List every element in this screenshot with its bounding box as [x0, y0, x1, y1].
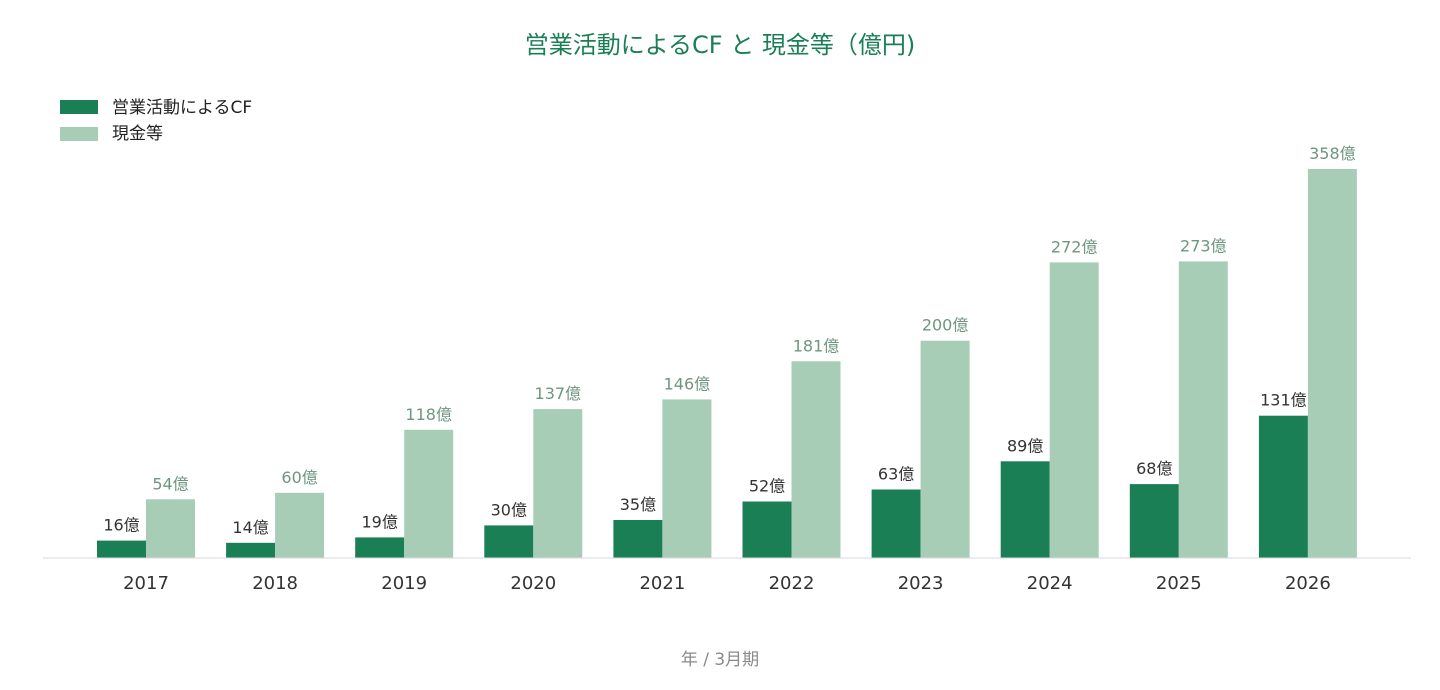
legend-swatch-cash: [60, 127, 98, 141]
data-label-cash-2024: 272億: [1051, 237, 1098, 256]
plot-area: 16億 54億 14億 60億 19億 118億 30億 137億 35億 146億 52億 181億…: [97, 144, 1357, 558]
x-tick-label-2023: 2023: [898, 573, 944, 594]
legend-label-cash: 現金等: [112, 124, 163, 144]
bar-cf-2021: [613, 520, 663, 558]
x-tick-label-2024: 2024: [1027, 573, 1073, 594]
data-label-cash-2019: 118億: [405, 405, 452, 424]
data-label-cash-2025: 273億: [1180, 236, 1227, 255]
bar-cash-2024: [1049, 262, 1099, 558]
legend-label-cf: 営業活動によるCF: [112, 98, 252, 118]
x-tick-label-2020: 2020: [510, 573, 556, 594]
data-label-cash-2023: 200億: [922, 316, 969, 335]
legend: 営業活動によるCF 現金等: [60, 98, 252, 144]
data-label-cash-2026: 358億: [1309, 144, 1356, 163]
bar-cash-2026: [1307, 169, 1357, 558]
data-label-cf-2025: 68億: [1136, 459, 1172, 478]
data-label-cash-2022: 181億: [793, 336, 840, 355]
data-label-cf-2024: 89億: [1007, 436, 1043, 455]
bar-cf-2020: [484, 525, 534, 558]
bar-cash-2021: [662, 399, 712, 558]
data-label-cash-2018: 60億: [281, 468, 317, 487]
data-label-cf-2020: 30億: [491, 500, 527, 519]
bar-cf-2026: [1258, 415, 1308, 558]
data-label-cf-2019: 19億: [362, 512, 398, 531]
data-label-cf-2018: 14億: [232, 518, 268, 537]
x-tick-label-2025: 2025: [1156, 573, 1202, 594]
bar-cash-2019: [404, 429, 454, 558]
x-tick-label-2021: 2021: [639, 573, 685, 594]
bar-cash-2025: [1178, 261, 1228, 558]
x-tick-label-2019: 2019: [381, 573, 427, 594]
bar-cash-2023: [920, 340, 970, 558]
x-tick-label-2017: 2017: [123, 573, 169, 594]
data-label-cf-2026: 131億: [1260, 391, 1307, 410]
bar-cf-2024: [1000, 461, 1050, 558]
bar-cash-2022: [791, 361, 841, 558]
bar-cf-2017: [97, 540, 146, 558]
x-axis-title: 年 / 3月期: [681, 650, 759, 670]
data-label-cf-2022: 52億: [749, 477, 785, 496]
chart-title: 営業活動によるCF と 現金等（億円): [525, 31, 915, 59]
data-label-cf-2017: 16億: [103, 516, 139, 535]
data-label-cash-2020: 137億: [535, 384, 582, 403]
x-tick-label-2018: 2018: [252, 573, 298, 594]
x-tick-label-2022: 2022: [769, 573, 815, 594]
bar-cf-2018: [226, 542, 276, 558]
data-label-cash-2017: 54億: [152, 474, 188, 493]
x-tick-label-2026: 2026: [1285, 573, 1331, 594]
bar-cf-2022: [742, 501, 792, 558]
x-axis-ticks: 2017 2018 2019 2020 2021 2022 2023 2024 2025 2026: [123, 573, 1331, 594]
bar-cash-2018: [275, 492, 325, 558]
bar-cf-2019: [355, 537, 405, 558]
data-label-cash-2021: 146億: [664, 374, 711, 393]
legend-swatch-cf: [60, 100, 98, 114]
bar-cf-2025: [1129, 484, 1179, 558]
data-label-cf-2023: 63億: [878, 465, 914, 484]
bar-cash-2020: [533, 409, 583, 558]
bar-cash-2017: [146, 499, 195, 558]
data-label-cf-2021: 35億: [620, 495, 656, 514]
bar-cf-2023: [871, 489, 921, 558]
